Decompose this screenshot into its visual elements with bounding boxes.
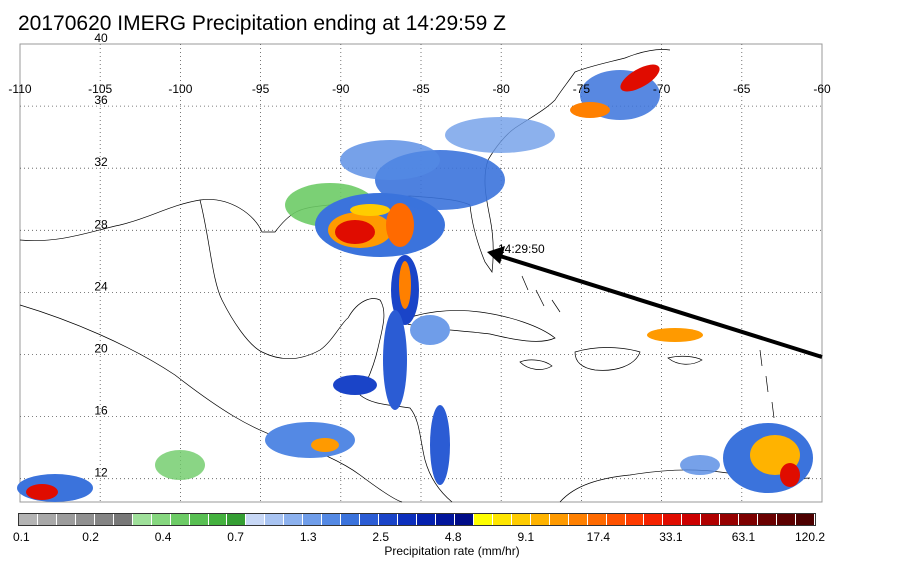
legend-swatch — [625, 514, 645, 525]
legend-swatch — [568, 514, 588, 525]
legend-swatch — [379, 514, 399, 525]
legend-swatch — [151, 514, 171, 525]
longitude-label: -80 — [493, 82, 511, 96]
latitude-label: 32 — [94, 155, 108, 169]
legend-swatch — [511, 514, 531, 525]
longitude-label: -105 — [88, 82, 112, 96]
latitude-label: 16 — [94, 404, 108, 418]
legend-label: 2.5 — [372, 530, 390, 544]
legend-swatch — [94, 514, 114, 525]
legend-swatch — [37, 514, 57, 525]
legend-swatch — [303, 514, 323, 525]
legend-swatch — [473, 514, 493, 525]
legend-swatch — [644, 514, 664, 525]
longitude-label: -65 — [733, 82, 751, 96]
latitude-label: 36 — [94, 93, 108, 107]
legend-swatch — [246, 514, 266, 525]
legend-swatch — [682, 514, 702, 525]
legend-label: 0.7 — [227, 530, 244, 544]
legend-swatch — [265, 514, 285, 525]
legend-label: 1.3 — [299, 530, 317, 544]
latitude-labels: 40 36 32 28 24 20 16 12 — [94, 31, 108, 480]
legend-swatch — [322, 514, 342, 525]
legend-swatch — [606, 514, 626, 525]
longitude-label: -85 — [412, 82, 430, 96]
color-legend — [18, 513, 816, 526]
legend-swatch — [113, 514, 133, 525]
legend-label: 33.1 — [659, 530, 683, 544]
longitude-labels: -110 -105 -100 -95 -90 -85 -80 -75 -70 -65 -60 — [8, 82, 831, 96]
legend-swatch — [132, 514, 152, 525]
legend-swatch — [549, 514, 569, 525]
legend-swatch — [454, 514, 474, 525]
legend-swatch — [398, 514, 418, 525]
latitude-label: 28 — [94, 217, 108, 231]
legend-swatch — [227, 514, 247, 525]
legend-swatch — [19, 514, 38, 525]
legend-swatch — [360, 514, 380, 525]
legend-swatch — [208, 514, 228, 525]
legend-label: 63.1 — [731, 530, 756, 544]
legend-labels: 0.1 0.2 0.4 0.7 1.3 2.5 4.8 9.1 17.4 33.1 63.1 120.… — [13, 530, 825, 544]
legend-swatch — [530, 514, 550, 525]
legend-swatch — [492, 514, 512, 525]
legend-swatch — [587, 514, 607, 525]
legend-swatch — [663, 514, 683, 525]
legend-swatch — [758, 514, 778, 525]
legend-label: 0.4 — [154, 530, 172, 544]
legend-label: 17.4 — [586, 530, 611, 544]
map-title: 20170620 IMERG Precipitation ending at 1… — [18, 12, 506, 35]
legend-label: 9.1 — [517, 530, 535, 544]
longitude-label: -70 — [653, 82, 671, 96]
legend-swatch — [777, 514, 797, 525]
longitude-label: -75 — [573, 82, 591, 96]
longitude-label: -110 — [8, 82, 31, 96]
legend-swatch — [796, 514, 816, 525]
legend-swatch — [435, 514, 455, 525]
legend-swatch — [284, 514, 304, 525]
longitude-label: -100 — [168, 82, 192, 96]
legend-title: Precipitation rate (mm/hr) — [384, 544, 520, 558]
legend-label: 0.2 — [82, 530, 99, 544]
legend-swatch — [341, 514, 361, 525]
legend-label: 4.8 — [444, 530, 462, 544]
legend-swatch — [417, 514, 436, 525]
satellite-track — [487, 246, 823, 359]
latitude-label: 20 — [94, 342, 108, 356]
legend-swatch — [56, 514, 76, 525]
legend-label: 120.2 — [794, 530, 826, 544]
legend-swatch — [739, 514, 759, 525]
latitude-label: 40 — [94, 31, 108, 45]
legend-swatch — [189, 514, 209, 525]
longitude-label: -90 — [332, 82, 350, 96]
latitude-label: 12 — [94, 466, 108, 480]
legend-swatch — [701, 514, 721, 525]
precipitation-field — [17, 64, 813, 502]
legend-swatch — [170, 514, 190, 525]
overpass-time-label: 14:29:50 — [498, 242, 545, 256]
longitude-label: -60 — [813, 82, 831, 96]
legend-label: 0.1 — [12, 530, 30, 544]
legend-swatch — [720, 514, 740, 525]
latitude-label: 24 — [94, 279, 108, 293]
legend-swatch — [75, 514, 95, 525]
longitude-label: -95 — [252, 82, 270, 96]
